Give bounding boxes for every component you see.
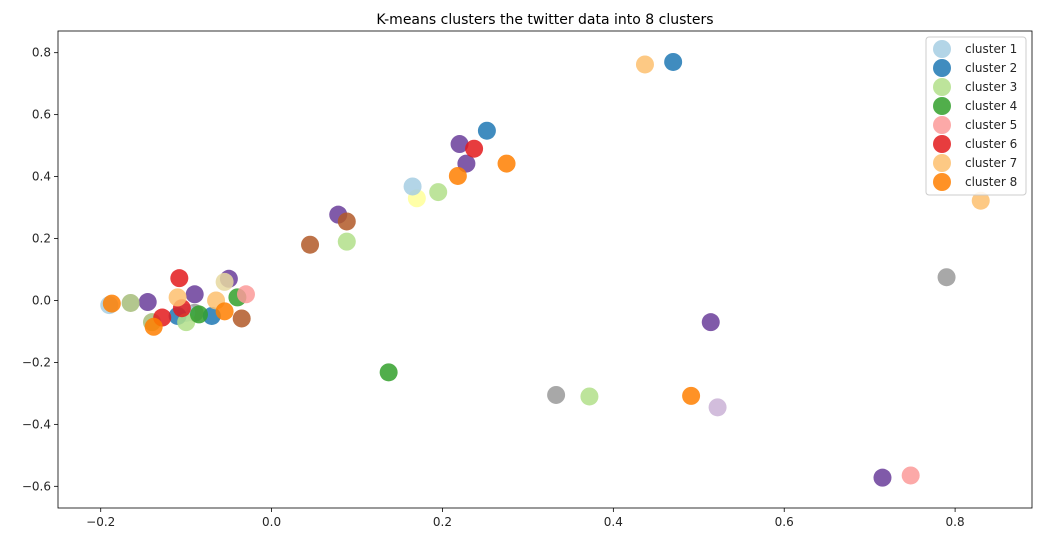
data-point [708, 398, 727, 417]
data-point-cluster-8 [215, 302, 234, 321]
data-point [450, 135, 469, 154]
data-point-cluster-8 [144, 317, 163, 336]
y-tick-label: −0.4 [22, 417, 51, 431]
y-tick-label: 0.0 [32, 293, 51, 307]
data-point [701, 313, 720, 332]
data-point-cluster-7 [168, 288, 187, 307]
legend-marker [933, 40, 951, 58]
y-tick-label: −0.6 [22, 479, 51, 493]
y-axis: −0.6 −0.4 −0.2 0.0 0.2 0.4 0.6 0.8 [22, 46, 58, 493]
data-point-cluster-3 [429, 183, 448, 202]
legend-marker [933, 173, 951, 191]
legend: cluster 1 cluster 2 cluster 3 cluster 4 clus… [925, 36, 1027, 196]
y-tick-label: 0.8 [32, 46, 51, 60]
data-point [301, 235, 320, 254]
data-point-cluster-6 [170, 269, 189, 288]
legend-label: cluster 1 [965, 42, 1017, 56]
legend-label: cluster 6 [965, 137, 1017, 151]
data-point-cluster-8 [448, 166, 467, 185]
data-point-cluster-4 [189, 305, 208, 324]
points-layer [100, 52, 990, 487]
data-point-cluster-3 [337, 232, 356, 251]
data-point [121, 293, 140, 312]
legend-label: cluster 4 [965, 99, 1017, 113]
legend-box [925, 36, 1027, 196]
data-point-cluster-7 [971, 191, 990, 210]
data-point [873, 468, 892, 487]
data-point-cluster-3 [580, 387, 599, 406]
chart-title: K-means clusters the twitter data into 8… [376, 12, 713, 28]
y-tick-label: −0.2 [22, 355, 51, 369]
data-point-cluster-2 [664, 52, 683, 71]
data-point-cluster-5 [236, 285, 255, 304]
data-point-cluster-8 [497, 154, 516, 173]
data-point-cluster-4 [379, 363, 398, 382]
x-axis: −0.2 0.0 0.2 0.4 0.6 0.8 [86, 508, 965, 529]
data-point-cluster-8 [682, 386, 701, 405]
data-point [215, 272, 234, 291]
data-point-cluster-1 [403, 177, 422, 196]
data-point-cluster-6 [465, 139, 484, 158]
legend-label: cluster 7 [965, 156, 1017, 170]
x-tick-label: 0.2 [433, 515, 452, 529]
x-tick-label: 0.0 [262, 515, 281, 529]
y-tick-label: 0.4 [32, 170, 51, 184]
data-point [185, 285, 204, 304]
data-point-cluster-5 [901, 466, 920, 485]
data-point-cluster-2 [477, 121, 496, 140]
x-tick-label: 0.8 [946, 515, 965, 529]
legend-marker [933, 78, 951, 96]
data-point [232, 309, 251, 328]
data-point [547, 385, 566, 404]
x-tick-label: 0.4 [604, 515, 623, 529]
legend-label: cluster 3 [965, 80, 1017, 94]
legend-marker [933, 97, 951, 115]
legend-marker [933, 154, 951, 172]
x-tick-label: −0.2 [86, 515, 115, 529]
data-point-cluster-7 [635, 55, 654, 74]
data-point [937, 268, 956, 287]
legend-marker [933, 59, 951, 77]
y-tick-label: 0.6 [32, 108, 51, 122]
legend-label: cluster 5 [965, 118, 1017, 132]
x-tick-label: 0.6 [775, 515, 794, 529]
y-tick-label: 0.2 [32, 232, 51, 246]
data-point-cluster-8 [102, 294, 121, 313]
legend-marker [933, 135, 951, 153]
legend-label: cluster 8 [965, 175, 1017, 189]
data-point [138, 293, 157, 312]
plot-frame [57, 30, 1033, 509]
legend-marker [933, 116, 951, 134]
data-point [337, 212, 356, 231]
legend-label: cluster 2 [965, 61, 1017, 75]
